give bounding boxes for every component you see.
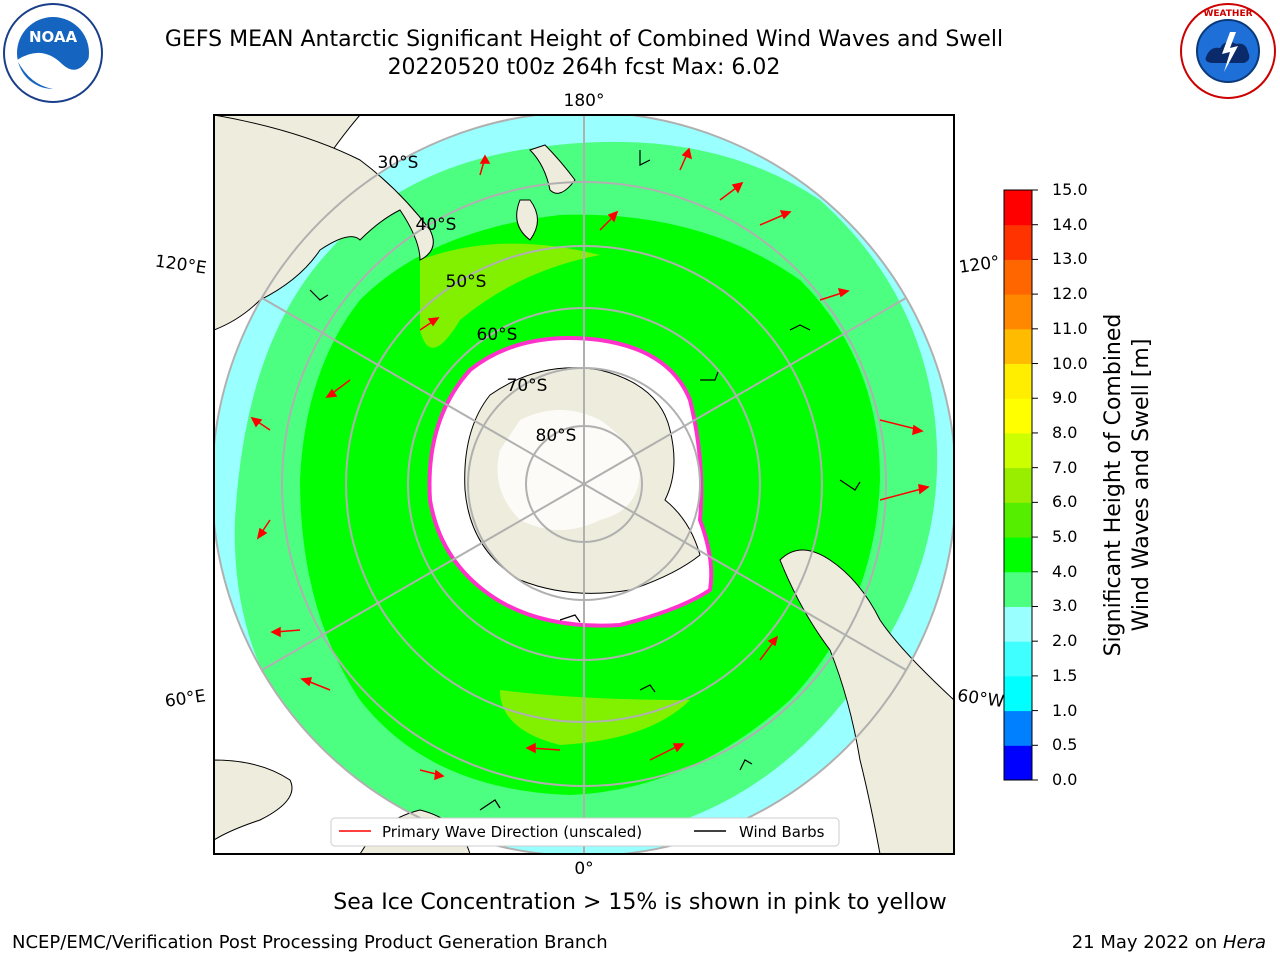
lon-label-120w: 120° — [958, 252, 1001, 278]
colorbar-tick-label: 1.5 — [1052, 665, 1078, 685]
colorbar-segment — [1004, 537, 1032, 573]
lat-label-70s: 70°S — [507, 376, 548, 396]
colorbar-segment — [1004, 363, 1032, 399]
colorbar-title-line-2: Wind Waves and Swell [m] — [1129, 338, 1154, 632]
lon-label-0: 0° — [574, 859, 593, 879]
svg-text:WEATHER: WEATHER — [1203, 9, 1252, 19]
colorbar-tick-label: 0.5 — [1052, 735, 1078, 755]
colorbar-tick-label: 7.0 — [1052, 457, 1078, 477]
lon-label-60w: 60°W — [956, 686, 1005, 712]
colorbar-tick-label: 10.0 — [1052, 353, 1088, 373]
colorbar-segment — [1004, 294, 1032, 330]
footer-date: 21 May 2022 on Hera — [1072, 932, 1266, 953]
footer-credit: NCEP/EMC/Verification Post Processing Pr… — [12, 932, 608, 953]
madagascar-land — [214, 759, 293, 841]
colorbar-tick-label: 3.0 — [1052, 596, 1078, 616]
australia-coast — [214, 115, 434, 331]
colorbar-segment — [1004, 710, 1032, 746]
title-line-2: 20220520 t00z 264h fcst Max: 6.02 — [387, 55, 781, 80]
svg-text:NOAA: NOAA — [29, 28, 78, 46]
footer-date-text: 21 May 2022 on — [1071, 932, 1223, 953]
colorbar-segment — [1004, 675, 1032, 712]
map-legend: Primary Wave Direction (unscaled) Wind B… — [330, 817, 840, 847]
colorbar-segment — [1004, 432, 1032, 469]
footer-host: Hera — [1222, 932, 1266, 953]
lon-label-120e: 120°E — [154, 252, 208, 279]
colorbar-segment — [1004, 571, 1032, 607]
sea-ice-note: Sea Ice Concentration > 15% is shown in … — [333, 890, 947, 915]
legend-wave-label: Primary Wave Direction (unscaled) — [382, 823, 642, 841]
colorbar-tick-label: 15.0 — [1052, 180, 1088, 199]
chart-title: GEFS MEAN Antarctic Significant Height o… — [144, 26, 1024, 82]
colorbar-tick-label: 8.0 — [1052, 422, 1078, 442]
lon-label-60e: 60°E — [164, 686, 207, 711]
wave-direction-arrows — [250, 147, 930, 781]
legend-wind-label: Wind Barbs — [739, 823, 825, 841]
colorbar-tick-label: 9.0 — [1052, 388, 1078, 408]
colorbar-tick-label: 12.0 — [1052, 284, 1088, 304]
colorbar-title-line-1: Significant Height of Combined — [1101, 313, 1126, 657]
colorbar-segment — [1004, 606, 1032, 642]
colorbar-tick-label: 13.0 — [1052, 249, 1088, 269]
colorbar-segment — [1004, 467, 1032, 503]
colorbar-segment — [1004, 745, 1032, 781]
lat-label-40s: 40°S — [416, 215, 457, 235]
graticule — [214, 115, 954, 854]
colorbar-tick-label: 11.0 — [1052, 318, 1088, 338]
lat-label-60s: 60°S — [477, 325, 518, 345]
colorbar-segment — [1004, 328, 1032, 365]
wave-band-5m-patch-2 — [500, 690, 690, 745]
lat-label-30s: 30°S — [378, 153, 419, 173]
colorbar-tick-label: 2.0 — [1052, 631, 1078, 651]
colorbar-frame — [1003, 189, 1033, 781]
lon-label-180: 180° — [564, 91, 605, 111]
colorbar-tick-label: 0.0 — [1052, 770, 1078, 789]
colorbar-segment — [1004, 190, 1032, 226]
antarctic-ice-sheet — [497, 410, 640, 530]
colorbar-tick-label: 6.0 — [1052, 492, 1078, 512]
colorbar — [1003, 189, 1038, 781]
map-frame — [213, 114, 955, 855]
colorbar-segment — [1004, 259, 1032, 295]
nws-logo: WEATHER — [1178, 2, 1278, 100]
colorbar-tick-label: 5.0 — [1052, 527, 1078, 547]
title-line-1: GEFS MEAN Antarctic Significant Height o… — [164, 27, 1004, 52]
lat-label-50s: 50°S — [446, 272, 487, 292]
wind-barbs — [309, 150, 861, 811]
colorbar-segment — [1004, 641, 1032, 677]
noaa-logo: NOAA — [2, 2, 104, 104]
colorbar-segment — [1004, 224, 1032, 260]
colorbar-tick-label: 1.0 — [1052, 700, 1078, 720]
colorbar-tick-label: 14.0 — [1052, 214, 1088, 234]
new-zealand-land — [516, 144, 576, 241]
colorbar-tick-label: 4.0 — [1052, 561, 1078, 581]
wave-band-5m-patch — [420, 243, 600, 348]
colorbar-title: Significant Height of Combined Wind Wave… — [1100, 275, 1156, 695]
colorbar-segment — [1004, 398, 1032, 434]
lat-label-80s: 80°S — [536, 426, 577, 446]
colorbar-segment — [1004, 502, 1032, 538]
